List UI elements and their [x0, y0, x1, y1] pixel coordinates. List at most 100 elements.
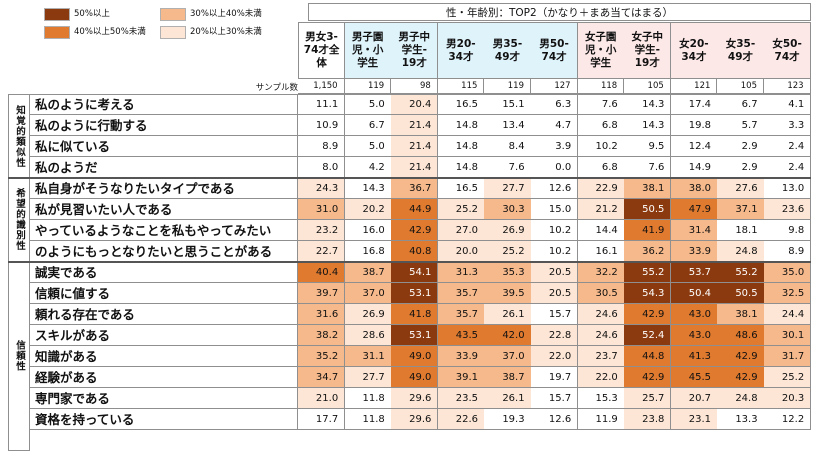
data-cell: 4.1 [764, 94, 812, 115]
legend-label: 30%以上40%未満 [190, 9, 262, 19]
data-cell: 18.1 [717, 220, 765, 241]
data-cell: 47.9 [670, 199, 718, 220]
data-cell: 37.0 [484, 346, 532, 367]
data-cell: 5.0 [344, 94, 392, 115]
data-cell: 32.5 [764, 283, 812, 304]
data-cell: 31.4 [670, 220, 718, 241]
row-label: 誠実である [30, 262, 298, 283]
column-header-line: 男子中 [398, 31, 431, 43]
row-label: 経験がある [30, 367, 298, 388]
column-header: 女50- 74才 [764, 22, 812, 79]
column-header-line: 体 [316, 57, 327, 69]
column-header: 女35- 49才 [717, 22, 765, 79]
data-cell: 23.6 [764, 199, 812, 220]
data-cell: 29.6 [391, 409, 439, 430]
data-cell: 24.4 [764, 304, 812, 325]
data-cell: 24.8 [717, 241, 765, 262]
data-cell: 38.0 [670, 178, 718, 199]
data-cell: 3.9 [531, 136, 579, 157]
data-cell: 35.2 [298, 346, 346, 367]
sample-size: 119 [484, 79, 531, 94]
data-cell: 15.3 [577, 388, 625, 409]
data-cell: 15.7 [531, 304, 579, 325]
data-cell: 6.7 [717, 94, 765, 115]
data-cell: 16.8 [344, 241, 392, 262]
data-cell: 27.7 [344, 367, 392, 388]
data-cell: 22.0 [577, 367, 625, 388]
data-cell: 41.8 [391, 304, 439, 325]
column-header-line: 49才 [727, 50, 754, 63]
row-label: 私に似ている [30, 136, 298, 157]
column-header-line: 74才 [541, 50, 567, 63]
column-header-line: 女20- [679, 37, 709, 50]
group-label: 希望的識別性 [8, 178, 30, 262]
data-cell: 5.7 [717, 115, 765, 136]
data-cell: 38.1 [624, 178, 672, 199]
data-cell: 7.6 [577, 94, 625, 115]
column-header-line: 34才 [448, 50, 474, 63]
data-cell: 24.6 [577, 304, 625, 325]
data-cell: 49.0 [391, 367, 439, 388]
data-cell: 12.6 [531, 178, 579, 199]
data-cell: 20.3 [764, 388, 812, 409]
data-cell: 24.3 [298, 178, 346, 199]
row-label: 私のように考える [30, 94, 298, 115]
data-cell: 14.8 [437, 136, 485, 157]
data-cell: 42.9 [717, 346, 765, 367]
data-cell: 35.0 [764, 262, 812, 283]
data-cell: 31.6 [298, 304, 346, 325]
data-cell: 15.0 [531, 199, 579, 220]
column-header-line: 74才 [774, 50, 800, 63]
data-cell: 53.1 [391, 283, 439, 304]
row-label: 私のようだ [30, 157, 298, 178]
data-cell: 14.9 [670, 157, 718, 178]
data-cell: 19.7 [531, 367, 579, 388]
data-cell: 22.7 [298, 241, 346, 262]
group-separator [8, 261, 811, 263]
sample-size: 105 [717, 79, 764, 94]
data-cell: 27.6 [717, 178, 765, 199]
row-label: のようにもっとなりたいと思うことがある [30, 241, 298, 262]
data-cell: 31.7 [764, 346, 812, 367]
data-cell: 21.2 [577, 199, 625, 220]
table-top-border [30, 94, 811, 95]
data-cell: 36.2 [624, 241, 672, 262]
data-cell: 5.0 [344, 136, 392, 157]
data-cell: 15.1 [484, 94, 532, 115]
column-header: 男20- 34才 [437, 22, 485, 79]
data-cell: 38.2 [298, 325, 346, 346]
data-cell: 4.7 [531, 115, 579, 136]
data-cell: 35.3 [484, 262, 532, 283]
data-cell: 42.9 [624, 367, 672, 388]
legend-swatch [160, 8, 186, 21]
data-cell: 42.0 [484, 325, 532, 346]
data-cell: 39.7 [298, 283, 346, 304]
data-cell: 15.7 [531, 388, 579, 409]
column-header: 男子中 学生- 19才 [391, 22, 439, 79]
data-cell: 10.2 [577, 136, 625, 157]
data-cell: 0.0 [531, 157, 579, 178]
sample-size: 127 [531, 79, 578, 94]
data-cell: 53.1 [391, 325, 439, 346]
data-cell: 30.1 [764, 325, 812, 346]
data-cell: 23.1 [670, 409, 718, 430]
column-header-line: 19才 [634, 57, 660, 69]
data-cell: 43.0 [670, 325, 718, 346]
data-cell: 31.3 [437, 262, 485, 283]
data-cell: 28.6 [344, 325, 392, 346]
data-cell: 45.5 [670, 367, 718, 388]
data-cell: 16.5 [437, 178, 485, 199]
data-cell: 8.0 [298, 157, 346, 178]
data-cell: 25.7 [624, 388, 672, 409]
column-header: 男女3- 74才全体 [298, 22, 346, 79]
sample-size-label: サンプル数 [255, 83, 298, 93]
data-cell: 2.9 [717, 136, 765, 157]
data-cell: 42.9 [624, 304, 672, 325]
data-cell: 12.4 [670, 136, 718, 157]
data-cell: 23.2 [298, 220, 346, 241]
data-cell: 41.9 [624, 220, 672, 241]
column-header-line: 女35- [725, 37, 756, 50]
data-cell: 6.7 [344, 115, 392, 136]
data-cell: 23.7 [577, 346, 625, 367]
data-cell: 38.7 [484, 367, 532, 388]
